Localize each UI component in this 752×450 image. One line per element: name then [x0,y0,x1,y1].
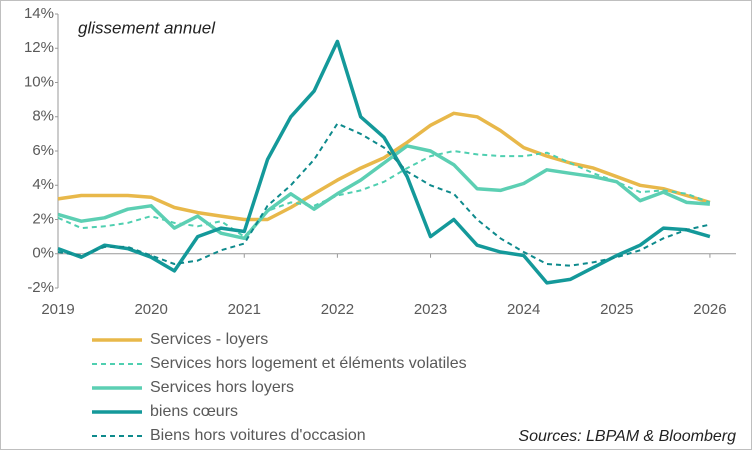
y-tick-label: 10% [24,73,54,90]
y-tick-label: 14% [24,5,54,22]
legend-label: Services - loyers [150,331,268,348]
x-tick-label: 2025 [600,301,633,318]
x-tick-label: 2021 [228,301,261,318]
annotation: glissement annuel [78,18,216,37]
x-tick-label: 2026 [693,301,726,318]
series-line [57,111,711,222]
legend-label: Biens hors voitures d'occasion [150,427,366,444]
y-tick-label: 0% [32,245,54,262]
x-tick-label: 2022 [321,301,354,318]
legend-label: Services hors loyers [150,379,294,396]
series-line [57,144,711,241]
series-line [57,122,711,267]
x-tick-label: 2019 [41,301,74,318]
x-tick-label: 2020 [134,301,167,318]
x-tick-label: 2023 [414,301,447,318]
y-tick-label: 12% [24,39,54,56]
legend-label: biens cœurs [150,403,238,420]
y-tick-label: 2% [32,210,54,227]
y-tick-label: 8% [32,108,54,125]
x-tick-label: 2024 [507,301,540,318]
y-tick-label: -2% [27,279,54,296]
y-tick-label: 4% [32,176,54,193]
series-line [57,39,711,285]
legend-label: Services hors logement et éléments volat… [150,355,467,372]
source: Sources: LBPAM & Bloomberg [518,428,736,445]
y-tick-label: 6% [32,142,54,159]
